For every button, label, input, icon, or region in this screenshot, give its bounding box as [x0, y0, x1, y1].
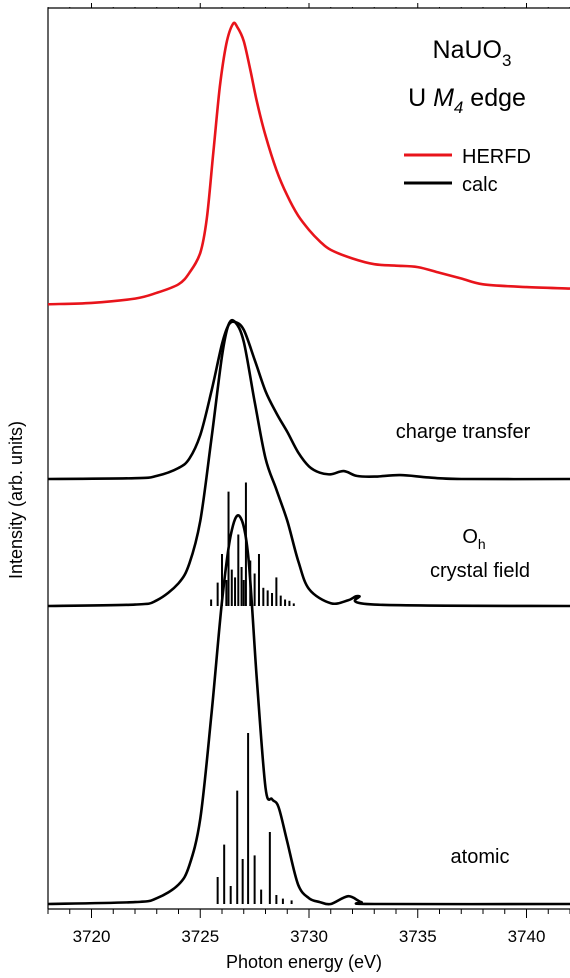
spectra-lines: [47, 21, 570, 906]
chart-subtitle: U M4 edge: [408, 84, 526, 117]
label-atomic: atomic: [451, 846, 510, 868]
series-line-herfd: [47, 21, 570, 306]
x-tick-label: 3730: [290, 927, 328, 946]
y-axis-label: Intensity (arb. units): [6, 421, 26, 579]
series-line-atomic: [47, 514, 570, 906]
x-tick-label: 3740: [508, 927, 546, 946]
chart-title: NaUO3: [433, 36, 512, 70]
x-tick-label: 3720: [73, 927, 111, 946]
x-ticks: [47, 3, 570, 918]
series-line-crystal-field: [47, 318, 570, 608]
stick-spectra: [210, 482, 295, 904]
label-charge-transfer: charge transfer: [396, 421, 531, 443]
x-tick-labels: 3720 3725 3730 3735 3740: [73, 927, 546, 946]
legend-label-herfd: HERFD: [462, 146, 531, 168]
x-axis-label: Photon energy (eV): [226, 952, 382, 972]
label-oh: Oh: [462, 526, 485, 552]
series-line-charge-transfer: [47, 320, 570, 481]
legend: HERFD calc: [404, 146, 531, 196]
x-tick-label: 3735: [399, 927, 437, 946]
legend-label-calc: calc: [462, 174, 498, 196]
x-tick-label: 3725: [181, 927, 219, 946]
label-crystal-field: crystal field: [430, 560, 530, 582]
